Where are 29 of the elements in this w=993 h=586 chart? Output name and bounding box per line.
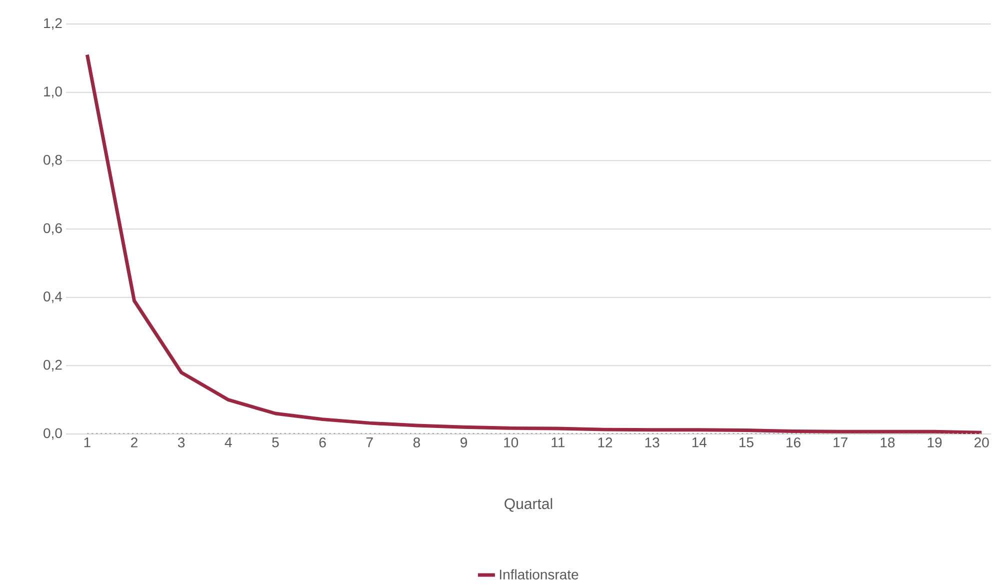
x-tick-label: 18: [880, 438, 895, 448]
legend-label: Inflationsrate: [500, 569, 578, 580]
x-tick-label: 3: [178, 438, 185, 448]
x-tick-label: 20: [974, 438, 989, 448]
y-tick-label: 0,0: [44, 428, 62, 440]
x-axis-title: Quartal: [504, 498, 552, 512]
x-tick-label: 15: [740, 438, 754, 448]
x-tick-label: 11: [552, 438, 565, 448]
x-tick-label: 19: [928, 438, 942, 448]
x-tick-label: 14: [692, 438, 707, 448]
y-tick-label: 0,4: [44, 292, 62, 304]
x-tick-label: 10: [504, 438, 518, 448]
x-tick-label: 7: [366, 438, 373, 448]
y-tick-label: 1,0: [44, 86, 62, 98]
x-tick-label: 2: [131, 438, 138, 448]
x-tick-label: 8: [413, 438, 420, 448]
x-tick-label: 1: [84, 438, 90, 448]
x-tick-label: 9: [460, 438, 468, 448]
x-tick-label: 17: [834, 438, 848, 448]
x-tick-label: 16: [786, 438, 800, 448]
y-tick-label: 1,2: [44, 18, 62, 30]
x-tick-label: 13: [645, 438, 660, 448]
y-tick-label: 0,2: [44, 360, 62, 372]
y-tick-label: 0,6: [44, 223, 62, 235]
x-tick-label: 12: [598, 438, 612, 448]
x-tick-label: 4: [224, 438, 232, 448]
x-tick-label: 5: [272, 438, 279, 448]
y-tick-label: 0,8: [44, 154, 62, 166]
x-tick-label: 6: [319, 438, 326, 448]
